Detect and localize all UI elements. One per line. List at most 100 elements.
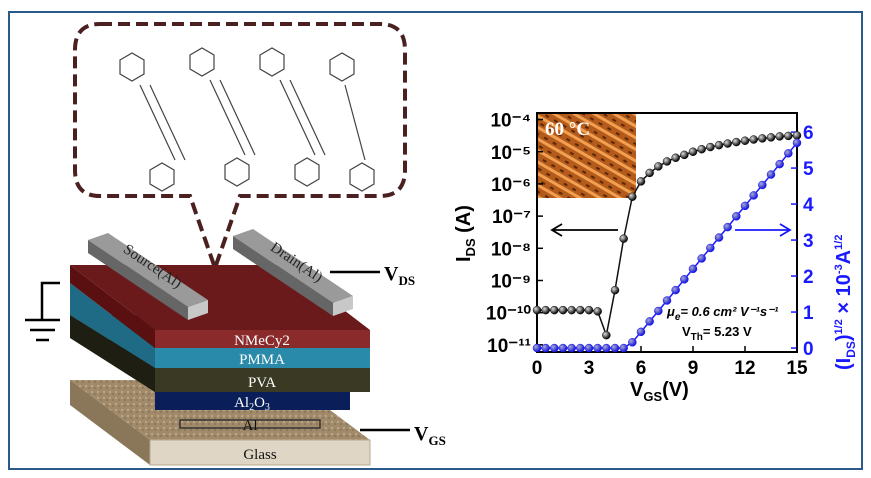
- data-point: [672, 286, 680, 294]
- y2-tick-label: 3: [803, 231, 814, 252]
- y2-tick-label: 6: [803, 123, 814, 144]
- x-tick-label: 6: [636, 358, 647, 379]
- data-point: [550, 344, 558, 352]
- data-point: [689, 265, 697, 273]
- y2-axis-label-part: 1/2: [833, 235, 845, 250]
- x-tick-label: 12: [734, 358, 755, 379]
- y2-axis-label-part: 1/2: [833, 319, 845, 334]
- data-point: [637, 177, 645, 185]
- inset-label: 60 °C: [545, 119, 590, 140]
- data-point: [741, 202, 749, 210]
- threshold-annotation-part: V: [682, 324, 691, 339]
- x-tick-label: 0: [532, 358, 543, 379]
- data-point: [741, 137, 749, 145]
- x-tick-label: 3: [584, 358, 595, 379]
- data-point: [568, 344, 576, 352]
- y-tick-label: 10⁻¹¹: [487, 336, 531, 357]
- y-axis-label-part: DS: [463, 238, 478, 256]
- data-point: [680, 151, 688, 159]
- x-axis-label-part: GS: [643, 389, 662, 404]
- y-tick-label: 10⁻⁷: [492, 207, 531, 228]
- threshold-annotation-part: = 5.23 V: [703, 324, 752, 339]
- data-point: [620, 344, 628, 352]
- data-point: [533, 306, 541, 314]
- y-tick-label: 10⁻⁸: [491, 239, 531, 260]
- y2-tick-label: 0: [803, 339, 814, 360]
- y2-axis-label-part: (I: [833, 358, 855, 370]
- x-tick-label: 15: [786, 358, 808, 379]
- data-point: [646, 317, 654, 325]
- data-point: [715, 234, 723, 242]
- data-point: [594, 344, 602, 352]
- y2-tick-label: 2: [803, 267, 814, 288]
- x-axis-label-part: (V): [662, 379, 689, 401]
- y-tick-label: 10⁻¹⁰: [486, 304, 531, 325]
- y2-axis-label-part: ): [833, 334, 855, 341]
- data-point: [533, 344, 541, 352]
- data-point: [784, 149, 792, 157]
- data-point: [698, 254, 706, 262]
- data-point: [620, 235, 628, 243]
- data-point: [758, 134, 766, 142]
- y-tick-label: 10⁻⁵: [491, 143, 531, 164]
- gate-label: Al: [243, 418, 258, 434]
- page: {"device":{"source":"Source(Al)","drain"…: [0, 0, 871, 478]
- data-point: [706, 244, 714, 252]
- data-point: [602, 331, 610, 339]
- data-point: [758, 181, 766, 189]
- data-point: [776, 132, 784, 140]
- y2-tick-label: 4: [803, 195, 814, 216]
- data-point: [594, 307, 602, 315]
- data-point: [654, 162, 662, 170]
- data-point: [672, 154, 680, 162]
- data-point: [576, 344, 584, 352]
- data-point: [611, 286, 619, 294]
- data-point: [663, 297, 671, 305]
- mobility-annotation-part: μ: [666, 304, 675, 319]
- data-point: [767, 171, 775, 179]
- data-point: [732, 212, 740, 220]
- data-point: [663, 157, 671, 165]
- data-point: [750, 191, 758, 199]
- y2-tick-label: 1: [803, 303, 814, 324]
- data-point: [724, 140, 732, 148]
- data-point: [646, 169, 654, 177]
- data-point: [576, 306, 584, 314]
- data-point: [585, 344, 593, 352]
- data-point: [680, 275, 688, 283]
- substrate-label: Glass: [243, 447, 276, 463]
- y-tick-label: 10⁻⁹: [491, 271, 531, 292]
- data-point: [689, 148, 697, 156]
- data-point: [559, 344, 567, 352]
- threshold-annotation-part: Th: [691, 332, 703, 343]
- data-point: [559, 306, 567, 314]
- x-axis-label-part: V: [630, 379, 644, 401]
- layer-label: PMMA: [239, 352, 285, 368]
- data-point: [793, 139, 801, 147]
- y2-axis-label-part: A: [833, 250, 855, 264]
- data-point: [542, 344, 550, 352]
- data-point: [611, 344, 619, 352]
- y2-axis-label-part: DS: [844, 341, 858, 358]
- data-point: [724, 223, 732, 231]
- data-point: [767, 133, 775, 141]
- data-point: [542, 306, 550, 314]
- y2-axis-label-part: -3: [833, 264, 845, 274]
- layer-label: NMeCy2: [234, 333, 290, 349]
- data-point: [628, 193, 636, 201]
- y-tick-label: 10⁻⁴: [490, 111, 531, 132]
- y2-axis-label-part: × 10: [833, 274, 855, 319]
- data-point: [706, 143, 714, 151]
- data-point: [793, 131, 801, 139]
- data-point: [550, 306, 558, 314]
- data-point: [568, 306, 576, 314]
- data-point: [776, 160, 784, 168]
- data-point: [585, 306, 593, 314]
- mobility-annotation-part: = 0.6 cm² V⁻¹s⁻¹: [680, 304, 779, 319]
- data-point: [628, 338, 636, 346]
- data-point: [784, 132, 792, 140]
- data-point: [750, 136, 758, 144]
- data-point: [637, 328, 645, 336]
- data-point: [732, 138, 740, 146]
- y-axis-label-part: (A): [453, 205, 475, 238]
